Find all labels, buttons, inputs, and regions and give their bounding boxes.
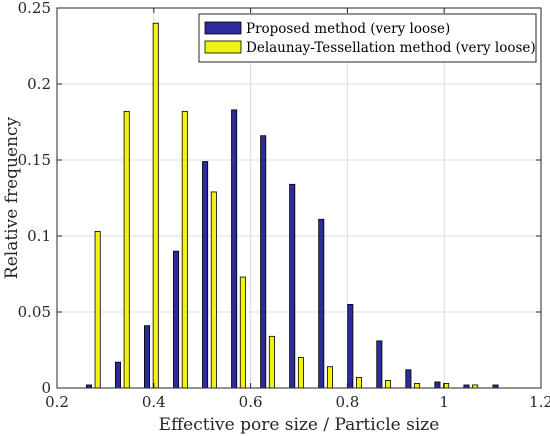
plot-area-frame	[56, 7, 542, 389]
bar-proposed	[347, 303, 354, 389]
bar-delaunay	[210, 191, 217, 389]
y-tick-label: 0.1	[27, 227, 51, 245]
legend-box	[198, 13, 537, 63]
x-axis-title: Effective pore size / Particle size	[159, 415, 440, 435]
bar-delaunay	[356, 376, 363, 389]
bar-delaunay	[414, 383, 421, 389]
bar-delaunay	[385, 379, 392, 389]
legend-swatch-delaunay	[204, 40, 242, 54]
bar-proposed	[260, 135, 267, 389]
x-tick-label: 0.2	[45, 393, 69, 411]
legend-label-proposed: Proposed method (very loose)	[246, 21, 450, 37]
bar-delaunay	[94, 231, 101, 389]
bar-proposed	[376, 340, 383, 389]
axis-ticks: 0.2 0.4 0.6 0.8 1 1.2 0 0.05 0.1 0.15 0.2 0.25	[18, 0, 550, 411]
legend-swatch-proposed	[204, 21, 242, 35]
y-tick-label: 0.05	[18, 303, 51, 321]
bar-proposed	[318, 218, 325, 389]
bar-proposed	[405, 369, 412, 389]
bar-delaunay	[326, 366, 333, 389]
bar-proposed	[434, 381, 441, 389]
legend-label-delaunay: Delaunay-Tessellation method (very loose…	[246, 40, 536, 56]
x-tick-label: 0.8	[335, 393, 359, 411]
x-tick-label: 1	[439, 393, 449, 411]
bar-delaunay	[297, 357, 304, 389]
bar-delaunay	[152, 22, 159, 389]
bar-proposed	[289, 183, 296, 389]
bars	[85, 22, 499, 389]
y-tick-label: 0.15	[18, 151, 51, 169]
bar-proposed	[144, 325, 151, 389]
bar-proposed	[231, 109, 238, 389]
y-tick-label: 0.25	[18, 0, 51, 17]
y-axis-title: Relative frequency	[2, 116, 22, 279]
x-tick-label: 0.6	[239, 393, 263, 411]
y-tick-label: 0	[41, 379, 51, 397]
legend: Proposed method (very loose) Delaunay-Te…	[198, 13, 537, 63]
bar-proposed	[173, 250, 180, 389]
bar-proposed	[114, 361, 121, 389]
y-tick-label: 0.2	[27, 75, 51, 93]
bar-delaunay	[181, 110, 188, 389]
x-tick-label: 0.4	[142, 393, 166, 411]
x-tick-label: 1.2	[529, 393, 550, 411]
bar-delaunay	[123, 110, 130, 389]
bar-delaunay	[239, 276, 246, 389]
bar-proposed	[202, 161, 209, 389]
bar-delaunay	[268, 335, 275, 389]
